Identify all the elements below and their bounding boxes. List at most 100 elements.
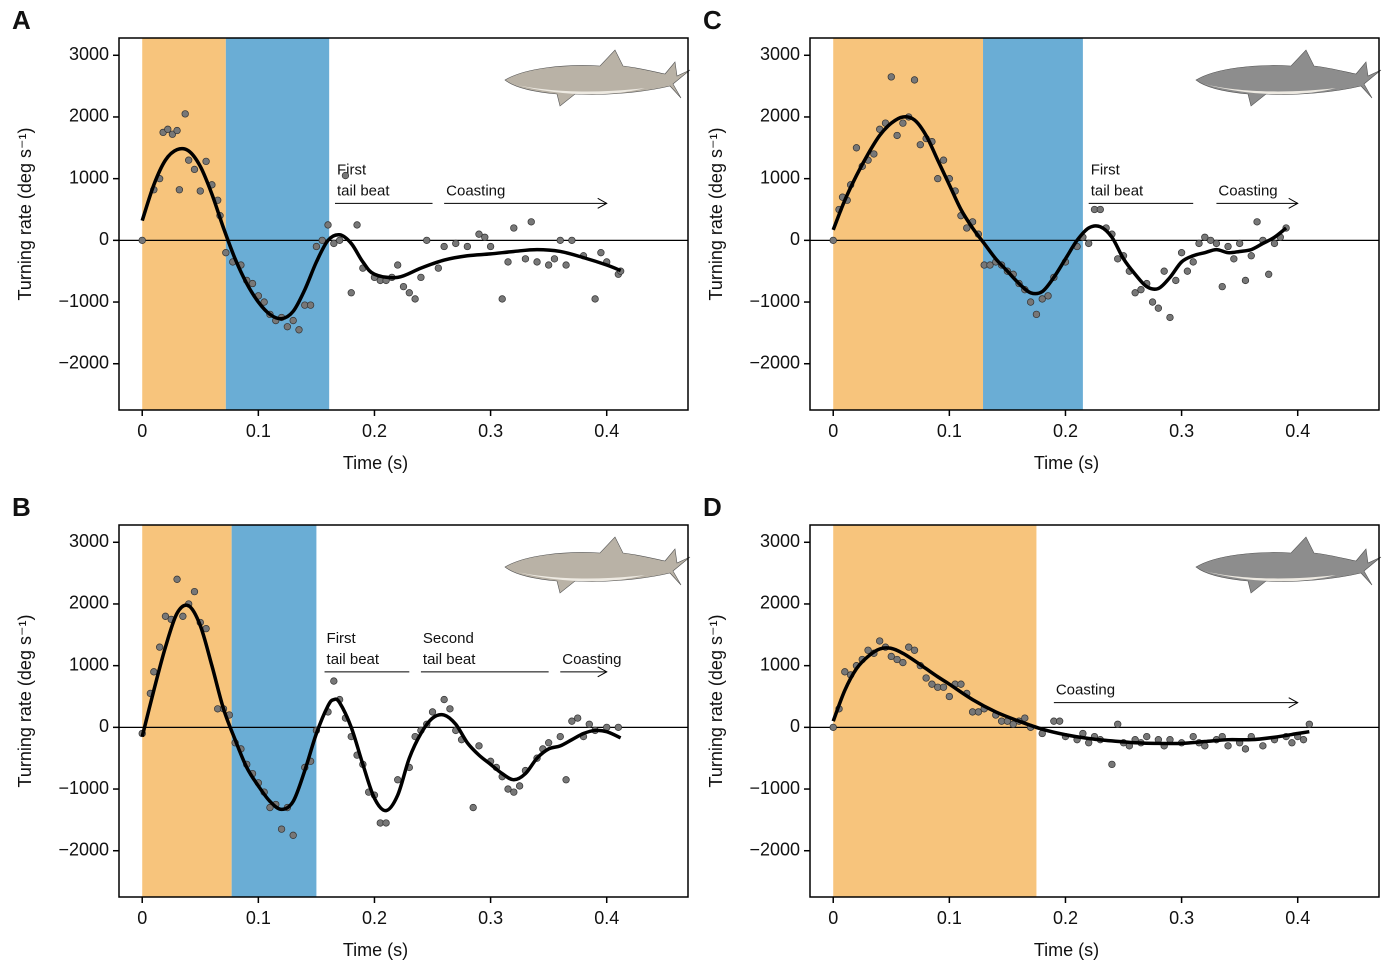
x-tick-label: 0.3 [1169, 908, 1194, 928]
data-point [887, 652, 895, 661]
panel-label: D [703, 492, 722, 522]
data-point [1038, 295, 1046, 303]
data-point [893, 131, 901, 140]
panel-label: A [12, 5, 31, 35]
data-point [527, 218, 535, 226]
data-point [893, 655, 901, 664]
annotation: tail beat [1091, 182, 1144, 199]
x-axis-label: Time (s) [343, 940, 408, 960]
data-point [428, 708, 437, 716]
data-point [1148, 298, 1157, 306]
data-point [260, 298, 268, 306]
data-point [585, 720, 593, 728]
panel: 0 0.1 0.2 0.3 0.4 −2000 −1000 0 1000 2000 3000 Firs… [703, 5, 1382, 473]
y-tick-label: 1000 [69, 654, 109, 674]
shaded-phase [225, 38, 330, 410]
data-point [1009, 720, 1017, 728]
arrow-head [597, 197, 608, 209]
data-point [1224, 742, 1232, 750]
y-tick-label: −1000 [749, 291, 800, 311]
data-point [330, 677, 338, 685]
data-point [986, 261, 994, 269]
data-point [411, 295, 419, 303]
data-point [928, 680, 936, 688]
x-tick-label: 0 [828, 908, 838, 928]
data-point [399, 282, 408, 291]
fit-curve [831, 646, 1310, 746]
data-point [318, 236, 326, 244]
data-point [829, 723, 837, 731]
data-point [248, 279, 257, 288]
data-point [504, 785, 512, 793]
shaded-phase [833, 525, 1037, 897]
data-point [905, 643, 913, 651]
data-point [574, 714, 582, 722]
data-point [295, 326, 303, 334]
annotation: Coasting [1056, 682, 1115, 699]
data-point [1143, 732, 1151, 741]
data-point [945, 692, 953, 701]
data-point [423, 236, 431, 244]
data-point [289, 831, 297, 839]
data-point [347, 289, 355, 297]
y-tick-label: 0 [790, 229, 800, 249]
arrow-head [1288, 197, 1299, 209]
x-tick-label: 0.1 [937, 908, 962, 928]
y-tick-label: −2000 [749, 352, 800, 372]
plot-frame [118, 37, 689, 411]
y-tick-label: 3000 [760, 531, 800, 551]
data-point [312, 242, 321, 251]
annotation: tail beat [337, 182, 390, 199]
data-point [1299, 736, 1308, 744]
data-point [440, 242, 448, 251]
data-point [486, 242, 495, 251]
data-point [1044, 292, 1052, 300]
data-point [521, 255, 530, 263]
annotation: Second [423, 630, 474, 647]
data-point [1032, 310, 1041, 319]
data-point [1154, 304, 1163, 312]
data-point [963, 224, 971, 232]
y-tick-label: 2000 [69, 106, 109, 126]
data-point [173, 126, 181, 135]
data-point [1270, 239, 1279, 248]
data-point [417, 273, 425, 282]
data-point [394, 776, 402, 784]
x-tick-label: 0.1 [937, 421, 962, 441]
data-point [568, 236, 576, 244]
y-axis-label: Turning rate (deg s⁻¹) [706, 615, 726, 788]
data-point [1189, 258, 1197, 266]
shark-body [504, 536, 691, 594]
y-tick-label: 3000 [69, 531, 109, 551]
data-point [179, 612, 187, 620]
data-point [463, 242, 472, 251]
data-point [138, 236, 146, 244]
data-point [1218, 282, 1226, 291]
annotation: Coasting [1218, 182, 1277, 199]
data-point [1108, 760, 1116, 769]
x-tick-label: 0.2 [1053, 421, 1078, 441]
data-point [504, 258, 512, 266]
y-tick-label: 2000 [760, 593, 800, 613]
data-point [841, 668, 849, 676]
y-tick-label: −1000 [749, 778, 800, 798]
x-tick-label: 0 [137, 421, 147, 441]
data-point [1177, 249, 1186, 257]
data-point [434, 264, 442, 272]
annotation: tail beat [423, 651, 476, 668]
y-tick-label: 3000 [760, 44, 800, 64]
data-point [510, 788, 518, 796]
shaded-phase [983, 38, 1083, 410]
plot-frame [809, 524, 1380, 898]
y-tick-label: 1000 [69, 167, 109, 187]
data-point [870, 150, 878, 158]
shark-belly [1204, 571, 1336, 582]
y-axis-label: Turning rate (deg s⁻¹) [706, 128, 726, 301]
data-point [222, 249, 230, 257]
data-point [1085, 239, 1093, 248]
x-tick-label: 0.4 [1285, 421, 1310, 441]
x-tick-label: 0.1 [246, 908, 271, 928]
data-point [1241, 745, 1250, 753]
x-axis-label: Time (s) [1034, 453, 1099, 473]
data-point [283, 323, 292, 331]
